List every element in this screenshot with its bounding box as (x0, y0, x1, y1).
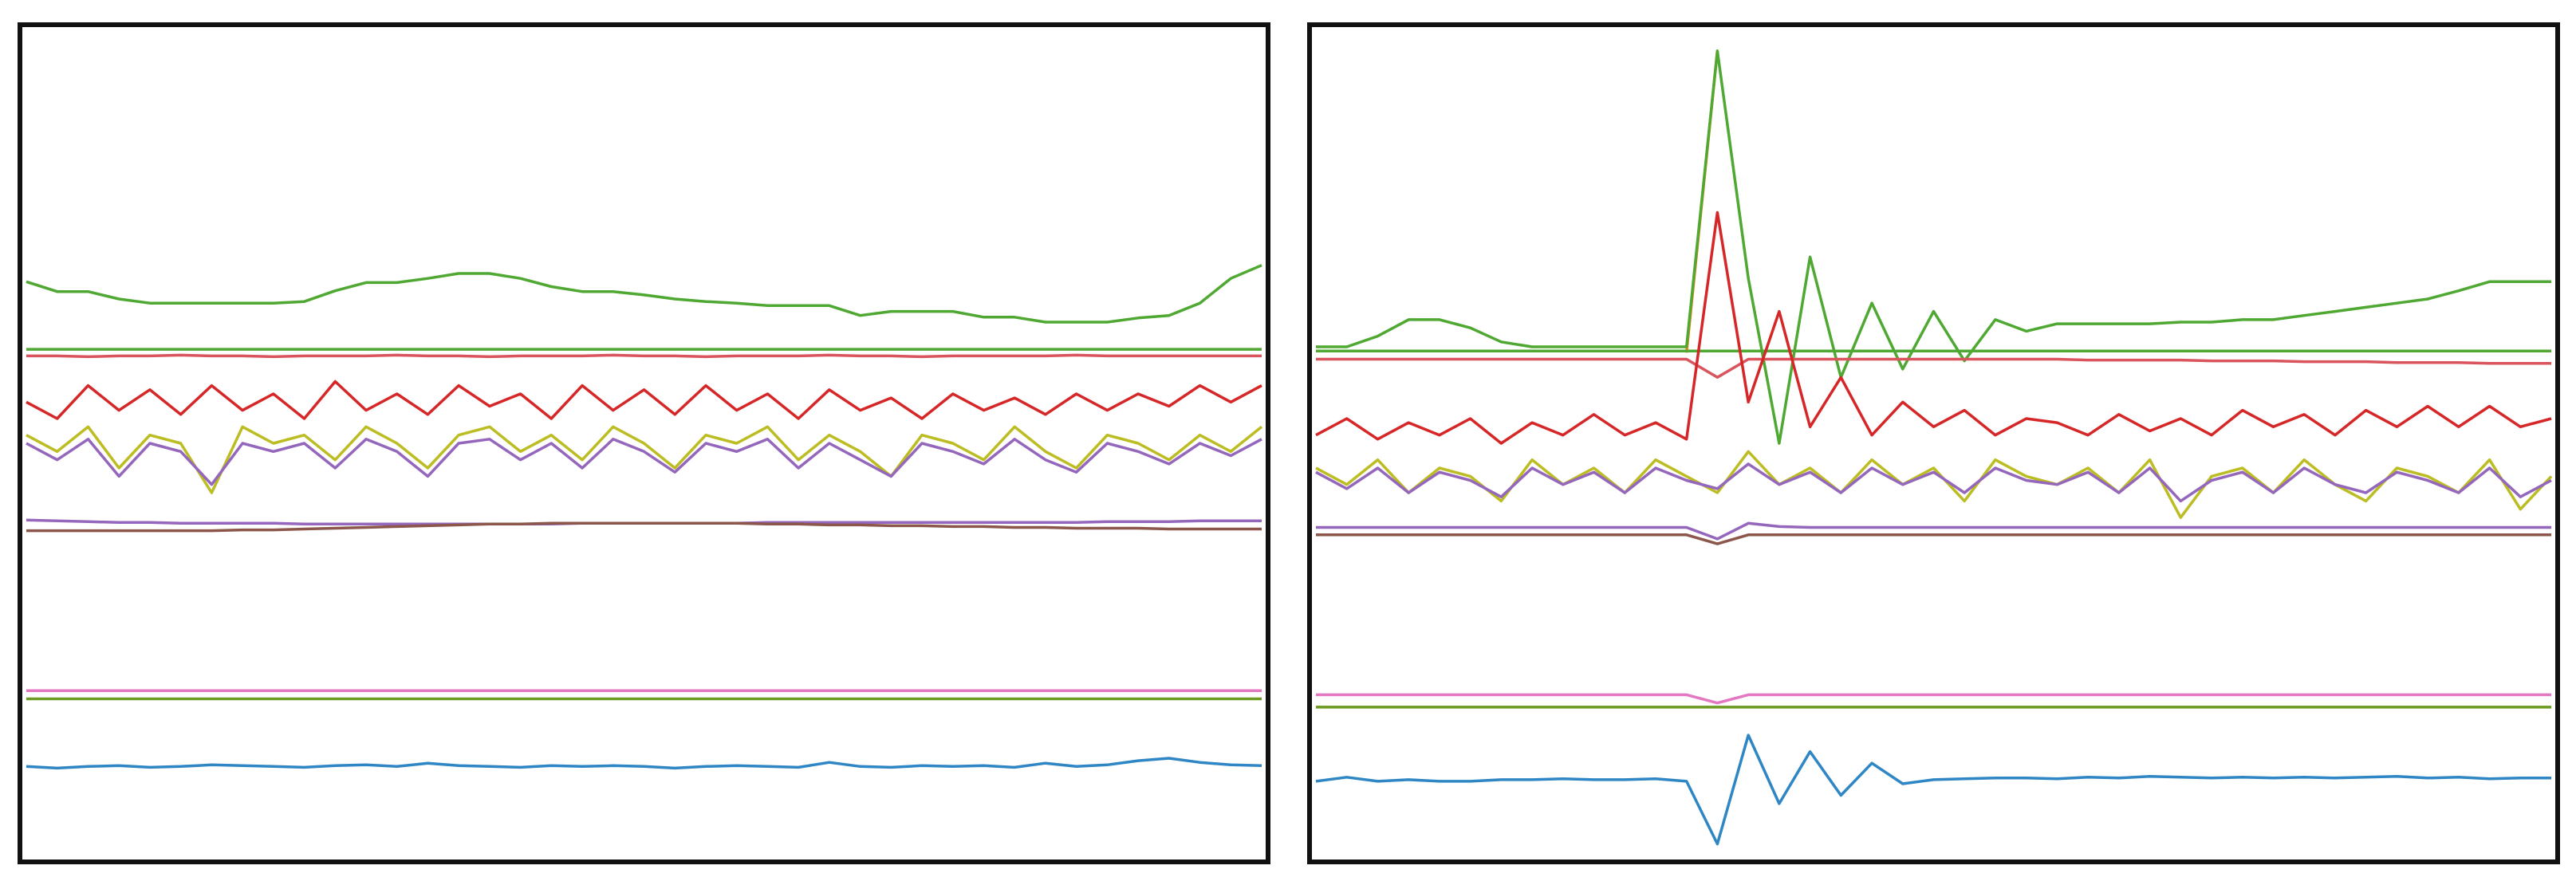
data-line (1316, 533, 2551, 545)
chart-panel (18, 22, 1270, 864)
data-line (1315, 734, 2551, 846)
panel-frame (1307, 22, 2560, 864)
data-line (26, 438, 1262, 486)
data-line (1316, 357, 2551, 380)
data-line (26, 521, 1262, 533)
data-line (1316, 693, 2551, 705)
data-line (1315, 210, 2552, 445)
panel-frame (18, 22, 1270, 864)
data-line (26, 425, 1263, 494)
data-line (26, 353, 1262, 359)
data-line (1315, 450, 2553, 519)
data-line (1315, 462, 2552, 503)
data-line (26, 757, 1262, 770)
chart-panel (1307, 22, 2560, 864)
data-line (1316, 521, 2551, 541)
data-line (26, 264, 1262, 324)
data-line (26, 380, 1262, 420)
data-line (1316, 49, 2551, 445)
